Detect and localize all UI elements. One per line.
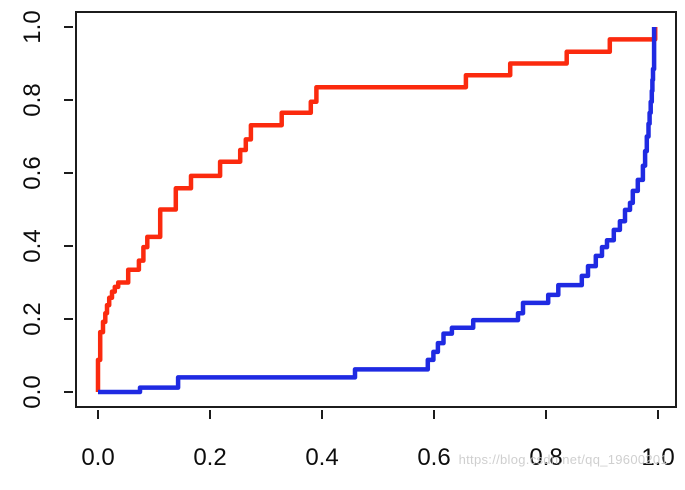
- y-axis-tick-label: 1.0: [19, 10, 46, 44]
- blue-curve: [98, 27, 657, 395]
- y-axis-tick: [64, 99, 73, 101]
- x-axis-tick-label: 1.0: [641, 444, 675, 471]
- x-axis-tick-label: 0.8: [529, 444, 563, 471]
- y-axis-tick-label: 0.8: [19, 83, 46, 117]
- x-axis-tick-label: 0.6: [417, 444, 451, 471]
- red-curve: [95, 27, 658, 392]
- x-axis-tick: [545, 410, 547, 419]
- y-axis-tick: [64, 391, 73, 393]
- y-axis-tick: [64, 26, 73, 28]
- y-axis-tick: [64, 318, 73, 320]
- x-axis-tick-label: 0.2: [193, 444, 227, 471]
- x-axis-tick-label: 0.4: [305, 444, 339, 471]
- step-curves-canvas: [95, 27, 658, 395]
- y-axis-tick: [64, 172, 73, 174]
- x-axis-tick: [433, 410, 435, 419]
- y-axis-tick-label: 0.4: [19, 229, 46, 263]
- x-axis-tick: [97, 410, 99, 419]
- plot-box: [75, 11, 677, 408]
- x-axis-tick-label: 0.0: [81, 444, 115, 471]
- y-axis-tick-label: 0.0: [19, 375, 46, 409]
- x-axis-tick: [657, 410, 659, 419]
- watermark: https://blog.csdn.net/qq_19600201: [458, 452, 668, 467]
- x-axis-tick: [321, 410, 323, 419]
- y-axis-tick: [64, 245, 73, 247]
- y-axis-tick-label: 0.2: [19, 302, 46, 336]
- x-axis-tick: [209, 410, 211, 419]
- y-axis-tick-label: 0.6: [19, 156, 46, 190]
